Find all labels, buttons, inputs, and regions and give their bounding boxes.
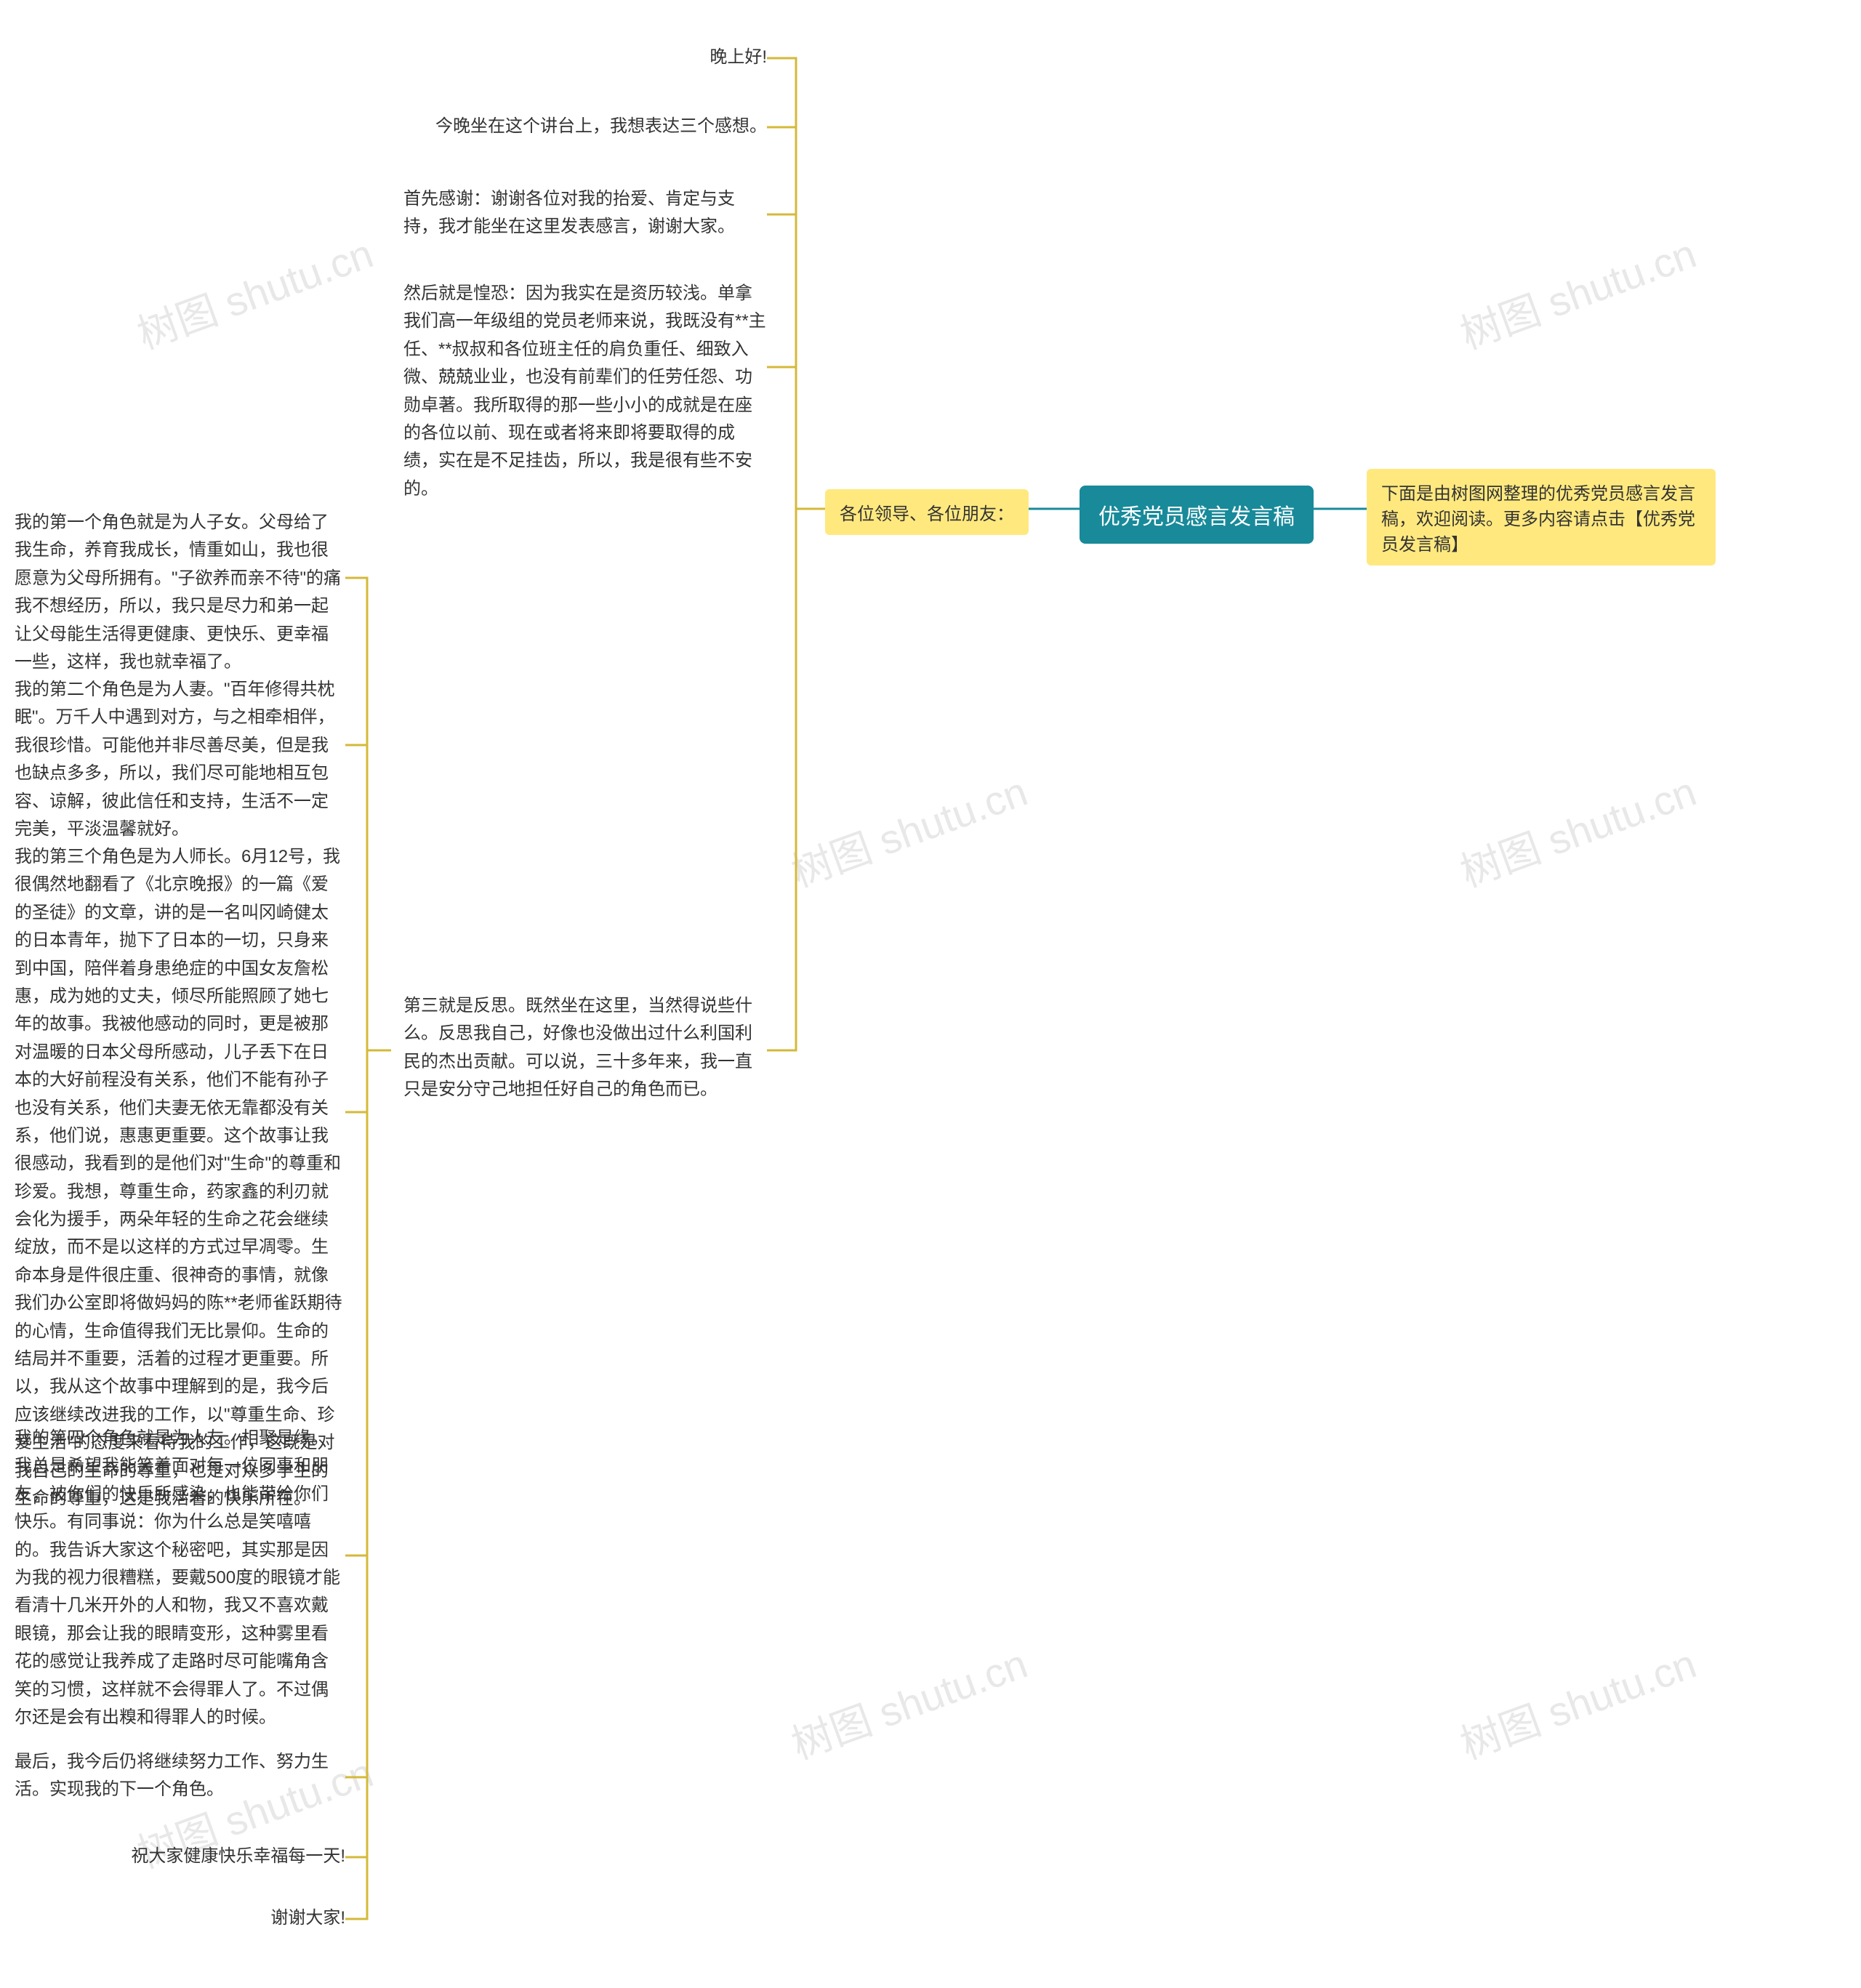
- watermark: 树图 shutu.cn: [1451, 759, 1703, 898]
- leaf-wish: 祝大家健康快乐幸福每一天!: [15, 1843, 345, 1870]
- leaf-thanks: 首先感谢：谢谢各位对我的抬爱、肯定与支持，我才能坐在这里发表感言，谢谢大家。: [403, 185, 767, 241]
- leaf-thanks-all: 谢谢大家!: [15, 1904, 345, 1932]
- leaf-role-child: 我的第一个角色就是为人子女。父母给了我生命，养育我成长，情重如山，我也很愿意为父…: [15, 509, 345, 676]
- watermark: 树图 shutu.cn: [1451, 1631, 1703, 1771]
- watermark: 树图 shutu.cn: [782, 1631, 1034, 1771]
- leaf-reflection: 第三就是反思。既然坐在这里，当然得说些什么。反思我自己，好像也没做出过什么利国利…: [403, 992, 767, 1104]
- watermark: 树图 shutu.cn: [128, 221, 380, 361]
- branch-left-greeting[interactable]: 各位领导、各位朋友：: [825, 489, 1029, 535]
- leaf-good-evening: 晚上好!: [403, 44, 767, 71]
- watermark: 树图 shutu.cn: [782, 759, 1034, 898]
- mindmap-root[interactable]: 优秀党员感言发言稿: [1080, 486, 1314, 544]
- leaf-three-thoughts: 今晚坐在这个讲台上，我想表达三个感想。: [403, 113, 767, 140]
- branch-right-intro[interactable]: 下面是由树图网整理的优秀党员感言发言稿，欢迎阅读。更多内容请点击【优秀党员发言稿…: [1367, 469, 1716, 566]
- leaf-role-friend: 我的第四个角色就是为人友。相聚是缘。我总是希望我能笑着面对每一位同事和朋友，被你…: [15, 1425, 345, 1731]
- leaf-role-teacher: 我的第三个角色是为人师长。6月12号，我很偶然地翻看了《北京晚报》的一篇《爱的圣…: [15, 843, 345, 1513]
- leaf-humble: 然后就是惶恐：因为我实在是资历较浅。单拿我们高一年级组的党员老师来说，我既没有*…: [403, 280, 767, 503]
- leaf-role-wife: 我的第二个角色是为人妻。"百年修得共枕眠"。万千人中遇到对方，与之相牵相伴，我很…: [15, 676, 345, 843]
- watermark: 树图 shutu.cn: [1451, 221, 1703, 361]
- leaf-finally: 最后，我今后仍将继续努力工作、努力生活。实现我的下一个角色。: [15, 1748, 345, 1804]
